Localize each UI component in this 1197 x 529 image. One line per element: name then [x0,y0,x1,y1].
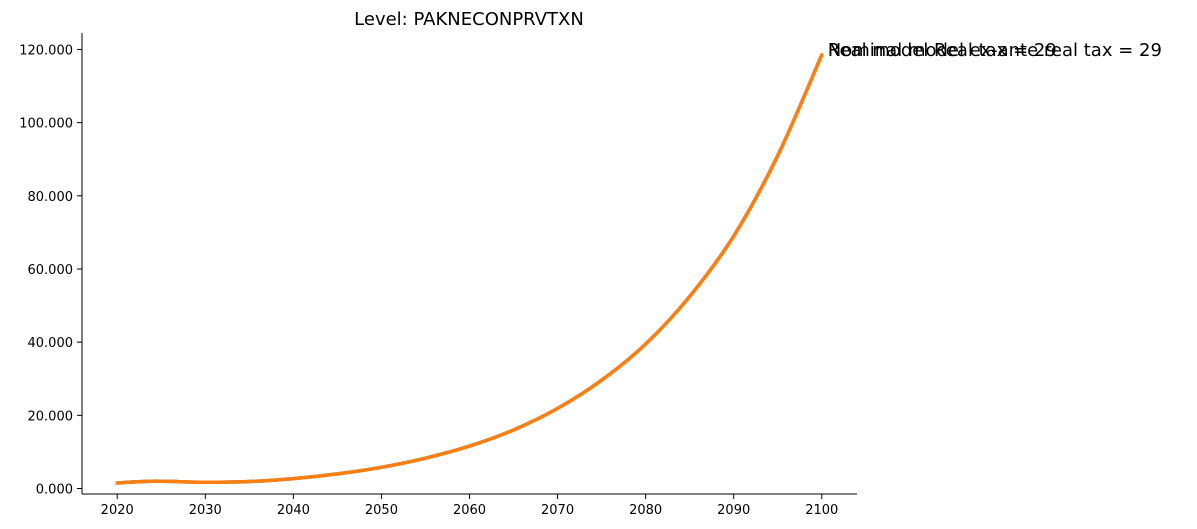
series-group [115,53,824,485]
y-tick-label: 60.000 [28,263,74,278]
y-tick-label: 0.000 [36,483,73,498]
x-tick-label: 2030 [189,503,222,518]
y-ticks: 0.000 20.000 40.000 60.000 80.000 100.000 120.… [19,43,82,498]
x-tick-label: 2080 [629,503,662,518]
x-tick-label: 2090 [717,503,750,518]
y-tick-label: 20.000 [28,409,74,424]
series-line-0 [115,53,824,485]
series-end-label-1: Nominal model ex-ante real tax = 29 [828,40,1162,61]
y-tick-label: 80.000 [28,190,74,205]
x-tick-label: 2100 [805,503,838,518]
y-tick-label: 40.000 [28,336,74,351]
chart-title: Level: PAKNECONPRVTXN [354,9,584,30]
x-tick-label: 2060 [453,503,486,518]
y-tick-label: 100.000 [19,117,73,132]
x-ticks: 2020 2030 2040 2050 2060 2070 2080 2090 2100 [101,494,838,518]
x-tick-label: 2040 [277,503,310,518]
x-tick-label: 2020 [101,503,134,518]
x-tick-label: 2050 [365,503,398,518]
y-tick-label: 120.000 [19,43,73,58]
series-end-label-0: Real model Real tax = 29 [828,40,1057,61]
series-line-1 [115,53,824,485]
x-tick-label: 2070 [541,503,574,518]
axes [81,33,857,495]
